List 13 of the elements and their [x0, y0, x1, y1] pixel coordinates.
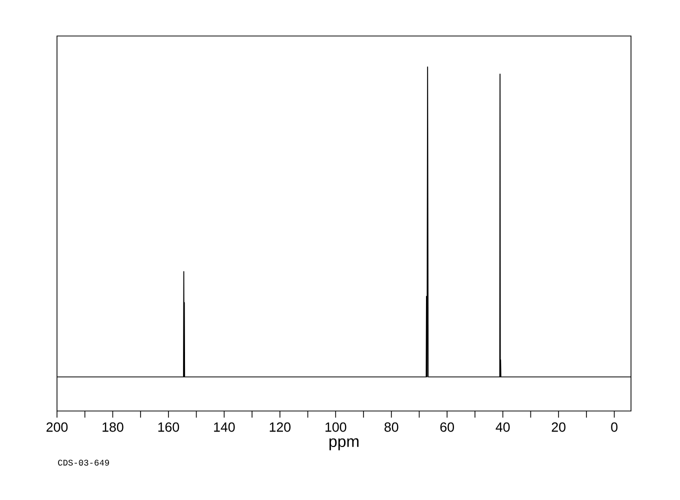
- x-tick-label: 100: [326, 422, 346, 432]
- x-tick-label: 0: [611, 422, 618, 432]
- text: CDS-03-649: [58, 460, 110, 466]
- x-tick-label: 200: [46, 422, 68, 432]
- x-tick-label: 80: [384, 422, 398, 432]
- x-tick-label: 160: [158, 422, 180, 432]
- x-tick-label: 40: [496, 422, 510, 432]
- x-tick-label: 60: [440, 422, 454, 432]
- x-tick-label: 120: [270, 422, 291, 432]
- x-tick-label: 140: [214, 422, 235, 432]
- x-axis-title: ppm: [329, 438, 359, 450]
- x-tick-label: 20: [552, 422, 566, 432]
- x-tick-label: 180: [102, 422, 124, 432]
